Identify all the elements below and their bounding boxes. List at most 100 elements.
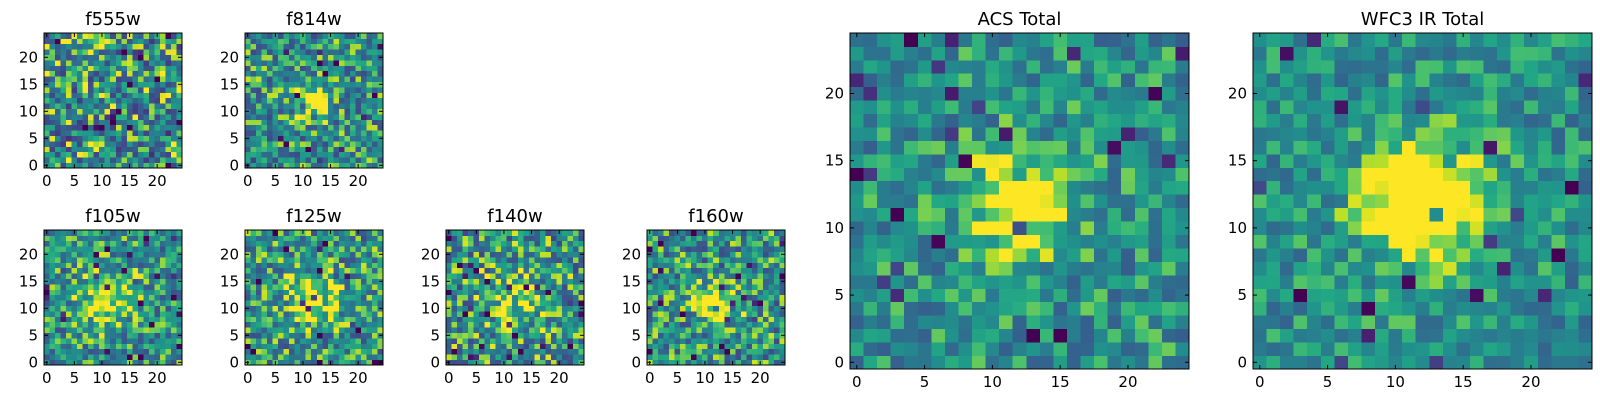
heatmap-cell [669, 273, 675, 279]
heatmap-cell [451, 235, 458, 242]
heatmap-cell [110, 54, 117, 61]
heatmap-cell [88, 76, 95, 82]
heatmap-cell [501, 289, 508, 296]
heatmap-cell [311, 119, 318, 126]
heatmap-cell [77, 146, 84, 153]
heatmap-cell [355, 240, 362, 247]
heatmap-cell [462, 230, 469, 236]
heatmap-cell [44, 273, 50, 279]
heatmap-cell [143, 354, 150, 360]
heatmap-cell [567, 311, 574, 317]
heatmap-cell [647, 316, 653, 323]
heatmap-cell [66, 300, 72, 306]
heatmap-cell [289, 43, 296, 50]
heatmap-cell [647, 327, 653, 333]
heatmap-cell [691, 338, 698, 344]
heatmap-cell [1026, 167, 1041, 182]
heatmap-cell [556, 343, 563, 350]
heatmap-cell [999, 59, 1014, 74]
heatmap-cell [751, 240, 758, 247]
heatmap-cell [349, 103, 356, 109]
heatmap-cell [261, 76, 268, 82]
heatmap-cell [60, 230, 67, 236]
heatmap-cell [99, 235, 106, 242]
heatmap-cell [121, 294, 128, 301]
heatmap-cell [115, 305, 122, 312]
heatmap-cell [355, 135, 362, 142]
heatmap-cell [931, 153, 946, 168]
heatmap-cell [1388, 274, 1403, 289]
heatmap-cell [517, 354, 524, 360]
heatmap-cell [344, 60, 351, 66]
heatmap-cell [289, 289, 296, 296]
heatmap-cell [294, 338, 301, 344]
heatmap-cell [890, 261, 905, 276]
heatmap-cell [1497, 261, 1512, 276]
heatmap-cell [1388, 301, 1403, 316]
heatmap-cell [567, 284, 574, 290]
heatmap-cell [338, 240, 345, 247]
heatmap-cell [66, 157, 72, 163]
heatmap-cell [890, 234, 905, 249]
heatmap-cell [473, 257, 480, 263]
heatmap-cell [931, 46, 946, 61]
heatmap-cell [539, 267, 546, 274]
heatmap-cell [446, 267, 452, 274]
heatmap-cell [931, 328, 946, 343]
heatmap-cell [1537, 328, 1552, 343]
heatmap-cell [278, 124, 285, 131]
heatmap-cell [1121, 221, 1136, 235]
heatmap-cell [1524, 355, 1539, 370]
heatmap-cell [88, 124, 95, 131]
heatmap-cell [132, 278, 139, 285]
x-tick-label: 10 [92, 172, 111, 190]
heatmap-cell [267, 54, 273, 61]
heatmap-cell [344, 359, 351, 366]
heatmap-cell [55, 267, 61, 274]
heatmap-cell [77, 108, 84, 115]
heatmap-cell [60, 321, 67, 328]
heatmap-cell [658, 338, 664, 344]
heatmap-cell [377, 348, 384, 355]
heatmap-cell [132, 130, 139, 136]
heatmap-cell [322, 284, 329, 290]
heatmap-cell [1578, 221, 1593, 235]
heatmap-cell [1039, 315, 1054, 330]
heatmap-cell [110, 311, 117, 317]
heatmap-cell [110, 130, 117, 136]
heatmap-cell [768, 262, 775, 269]
heatmap-cell [360, 87, 367, 93]
heatmap-cell [746, 278, 753, 285]
heatmap-cell [762, 294, 769, 301]
heatmap-cell [66, 273, 72, 279]
heatmap-cell [137, 76, 144, 82]
heatmap-cell [1266, 234, 1281, 249]
heatmap-cell [121, 103, 128, 109]
heatmap-cell [132, 348, 139, 355]
heatmap-cell [327, 273, 334, 279]
heatmap-cell [88, 300, 95, 306]
heatmap-cell [66, 235, 72, 242]
heatmap-cell [115, 338, 122, 344]
heatmap-cell [250, 81, 257, 88]
heatmap-cell [1442, 261, 1457, 276]
heatmap-cell [451, 230, 458, 236]
heatmap-cell [1388, 180, 1403, 195]
heatmap-cell [999, 86, 1014, 101]
heatmap-cell [137, 81, 144, 88]
heatmap-cell [77, 289, 84, 296]
heatmap-cell [523, 278, 530, 285]
heatmap-cell [1148, 288, 1163, 303]
heatmap-cell [311, 97, 318, 104]
heatmap-cell [1293, 328, 1308, 343]
heatmap-cell [757, 267, 764, 274]
heatmap-cell [451, 327, 458, 333]
heatmap-cell [1320, 355, 1335, 370]
heatmap-cell [245, 151, 251, 158]
heatmap-cell [724, 343, 731, 350]
heatmap-cell [60, 97, 67, 104]
heatmap-cell [377, 70, 384, 77]
heatmap-cell [1456, 315, 1471, 330]
heatmap-cell [137, 300, 144, 306]
heatmap-cell [1148, 46, 1163, 61]
